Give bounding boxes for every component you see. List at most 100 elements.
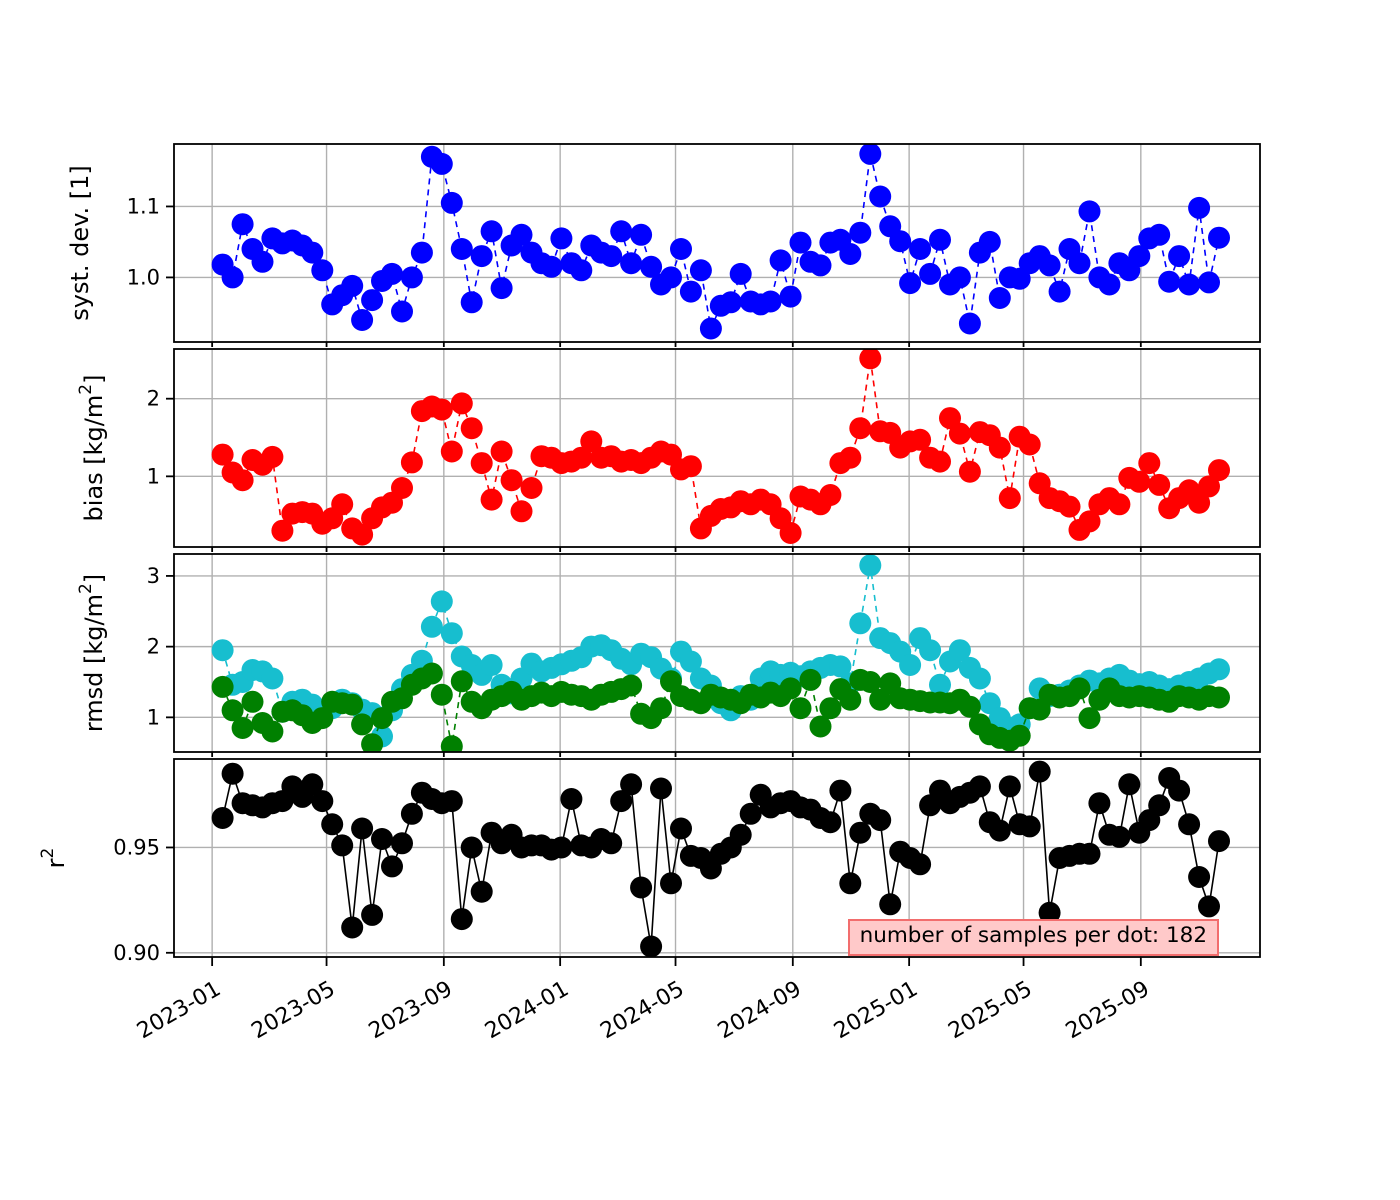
data-point <box>540 255 563 278</box>
y-tick-label: 1 <box>147 705 160 729</box>
data-point <box>231 717 254 739</box>
data-point <box>1138 452 1161 475</box>
data-point <box>839 243 862 265</box>
data-point <box>381 855 403 878</box>
data-point <box>510 223 533 246</box>
data-point <box>1078 510 1101 533</box>
panel-rmsd-cyan: 1 2 3 rmsd [kg/m2] <box>76 553 1261 757</box>
data-point <box>739 802 762 825</box>
data-point <box>948 422 971 445</box>
data-point <box>1018 815 1041 838</box>
data-point <box>321 813 344 836</box>
data-point <box>400 802 423 825</box>
data-point <box>600 245 623 268</box>
data-point <box>948 266 971 289</box>
data-point <box>261 720 284 743</box>
x-ticks <box>211 957 1142 966</box>
data-point <box>231 213 254 236</box>
data-point <box>729 823 752 846</box>
data-point <box>809 715 832 738</box>
data-point <box>849 612 872 635</box>
data-point <box>998 487 1021 510</box>
data-point <box>241 690 264 713</box>
data-point <box>769 249 792 272</box>
data-point <box>1148 794 1171 817</box>
data-point <box>1058 495 1081 518</box>
data-point <box>361 903 384 926</box>
data-point <box>929 450 951 473</box>
data-point <box>570 259 593 282</box>
data-point <box>829 655 852 678</box>
data-point <box>490 277 513 300</box>
data-point <box>620 674 643 697</box>
data-point <box>470 880 493 903</box>
data-point <box>610 790 633 813</box>
panel-border <box>173 758 1261 958</box>
data-point <box>819 811 842 834</box>
data-point <box>351 309 374 331</box>
gridlines <box>174 349 1260 547</box>
panel-border <box>173 348 1261 548</box>
data-point <box>440 622 463 645</box>
data-point <box>440 191 463 214</box>
y-axis-label-rmsd-cyan: rmsd [kg/m2] <box>76 574 108 732</box>
data-point <box>400 451 423 474</box>
data-point <box>839 688 862 711</box>
data-point <box>660 266 682 289</box>
data-point <box>391 300 413 323</box>
data-point <box>958 460 981 483</box>
series-r-squared <box>211 760 1230 957</box>
y-tick-label: 1.1 <box>127 194 160 218</box>
data-point <box>958 312 981 335</box>
data-point <box>1098 273 1121 296</box>
samples-per-dot-annotation: number of samples per dot: 182 <box>847 919 1219 956</box>
data-point <box>1178 813 1201 836</box>
data-point <box>1208 658 1230 681</box>
data-point <box>221 266 244 289</box>
y-axis-label-r-squared: r2 <box>38 848 70 869</box>
data-point <box>859 349 882 370</box>
data-point <box>729 262 752 285</box>
data-point <box>859 671 882 693</box>
data-point <box>311 259 334 282</box>
data-point <box>361 733 384 752</box>
data-point <box>620 773 643 796</box>
data-point <box>640 255 663 278</box>
data-point <box>1148 473 1171 496</box>
data-point <box>211 675 234 698</box>
data-point <box>968 775 991 798</box>
data-point <box>899 654 922 676</box>
data-point <box>948 639 971 662</box>
data-point <box>849 417 872 440</box>
data-point <box>1208 686 1230 709</box>
data-point <box>361 289 384 312</box>
data-point <box>679 650 702 673</box>
data-point <box>231 469 254 492</box>
data-point <box>1198 271 1220 294</box>
data-point <box>251 250 274 273</box>
panel-border <box>173 553 1261 753</box>
x-ticks <box>211 752 1142 757</box>
x-ticks <box>211 547 1142 552</box>
data-point <box>430 683 453 706</box>
data-point <box>759 290 782 313</box>
data-point <box>1168 779 1191 802</box>
data-point <box>1188 491 1211 514</box>
data-point <box>420 662 443 685</box>
data-point <box>809 254 832 277</box>
data-point <box>1068 677 1091 700</box>
data-point <box>261 667 284 690</box>
data-point <box>859 554 882 577</box>
data-point <box>670 238 692 260</box>
data-point <box>988 287 1011 309</box>
data-point <box>819 697 842 720</box>
data-point <box>849 821 872 844</box>
data-point <box>430 398 453 421</box>
data-point <box>211 443 234 466</box>
x-ticks <box>211 342 1142 347</box>
data-point <box>919 262 942 285</box>
data-point <box>371 828 393 850</box>
panel-r-squared: 0.90 0.95 r2 <box>38 758 1261 966</box>
data-point <box>1018 433 1041 456</box>
